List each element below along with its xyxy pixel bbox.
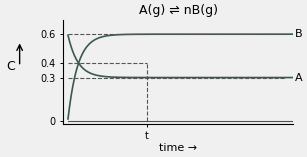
Text: A: A — [295, 73, 303, 83]
Text: C: C — [6, 60, 15, 73]
Text: B: B — [295, 29, 303, 39]
Title: A(g) ⇌ nB(g): A(g) ⇌ nB(g) — [138, 4, 218, 17]
X-axis label: time →: time → — [159, 143, 197, 153]
